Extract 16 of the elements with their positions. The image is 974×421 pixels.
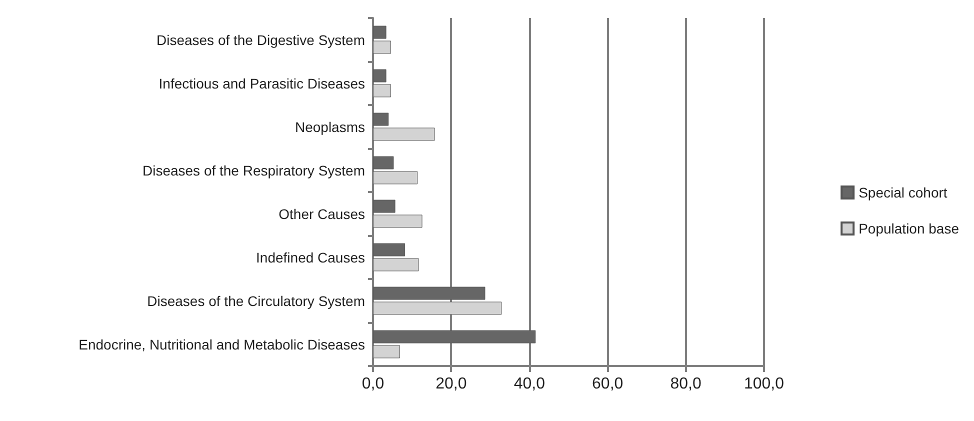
x-tick-label: 40,0 [514,376,546,392]
x-tick-label: 20,0 [436,376,467,392]
y-tick-label: Diseases of the Digestive System [156,32,365,48]
y-tick-label: Infectious and Parasitic Diseases [158,75,365,92]
y-tick-label: Endocrine, Nutritional and Metabolic Diseases [78,336,365,352]
y-tick-label: Neoplasms [294,118,365,135]
legend-label: Population base [858,220,960,236]
x-tick-label: 60,0 [592,376,624,392]
legend-label: Special cohort [858,184,948,200]
y-tick-label: Indefined Causes [256,249,365,266]
y-tick-label: Diseases of the Respiratory System [142,162,365,178]
x-tick-label: 80,0 [670,376,702,392]
x-tick-label: 0,0 [362,376,384,392]
x-tick-label: 100,0 [744,376,784,392]
y-tick-label: Other Causes [278,206,365,222]
y-tick-label: Diseases of the Circulatory System [147,292,365,309]
